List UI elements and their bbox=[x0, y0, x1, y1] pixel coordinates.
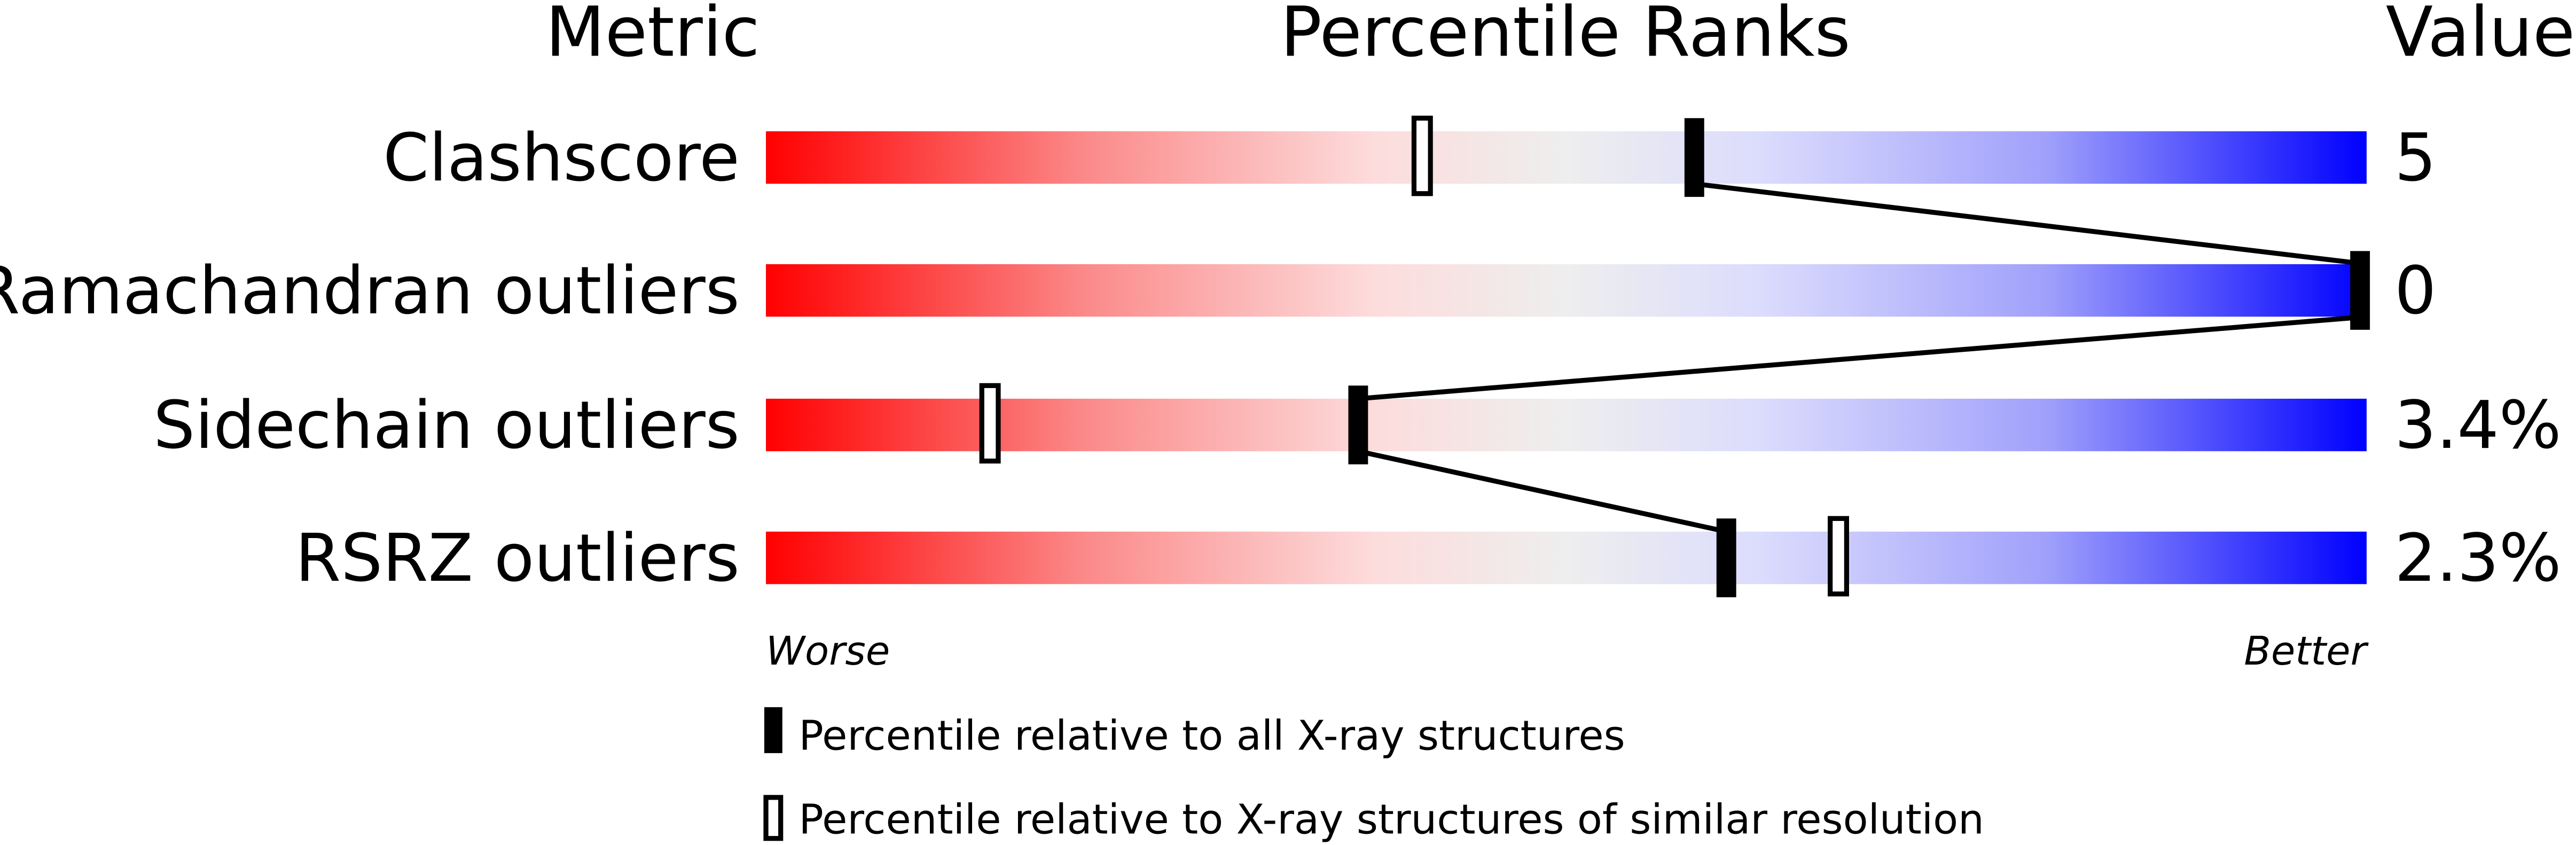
percentile-bar bbox=[766, 398, 2367, 452]
marker-similar-resolution bbox=[1411, 115, 1433, 196]
metric-label: Sidechain outliers bbox=[153, 387, 740, 463]
connector-line bbox=[1694, 181, 2367, 267]
header-metric: Metric bbox=[545, 0, 760, 73]
percentile-bar bbox=[766, 264, 2367, 317]
percentile-bar bbox=[766, 531, 2367, 585]
metric-value: 5 bbox=[2394, 120, 2436, 196]
marker-all-structures bbox=[2350, 251, 2370, 330]
metric-label: Ramachandran outliers bbox=[0, 252, 740, 329]
percentile-bar bbox=[766, 131, 2367, 184]
metric-value: 3.4% bbox=[2394, 387, 2561, 463]
marker-similar-resolution bbox=[979, 383, 1001, 464]
metric-label: RSRZ outliers bbox=[295, 520, 740, 596]
better-label: Better bbox=[2244, 629, 2369, 674]
header-percentile: Percentile Ranks bbox=[1280, 0, 1851, 73]
metric-label: Clashscore bbox=[383, 120, 740, 196]
marker-similar-resolution bbox=[1828, 516, 1849, 597]
marker-all-structures bbox=[1684, 118, 1704, 197]
metric-value: 2.3% bbox=[2394, 520, 2561, 596]
legend-open-label: Percentile relative to X-ray structures … bbox=[799, 796, 1984, 843]
legend-filled-marker bbox=[764, 707, 782, 753]
marker-all-structures bbox=[1716, 518, 1736, 597]
legend-filled-label: Percentile relative to all X-ray structu… bbox=[799, 713, 1625, 760]
connector-line bbox=[1358, 314, 2367, 401]
marker-all-structures bbox=[1348, 385, 1368, 464]
metric-value: 0 bbox=[2394, 252, 2436, 329]
connector-line bbox=[1357, 448, 1727, 534]
legend-open-marker bbox=[763, 795, 784, 841]
worse-label: Worse bbox=[766, 629, 890, 674]
header-value: Value bbox=[2386, 0, 2575, 73]
